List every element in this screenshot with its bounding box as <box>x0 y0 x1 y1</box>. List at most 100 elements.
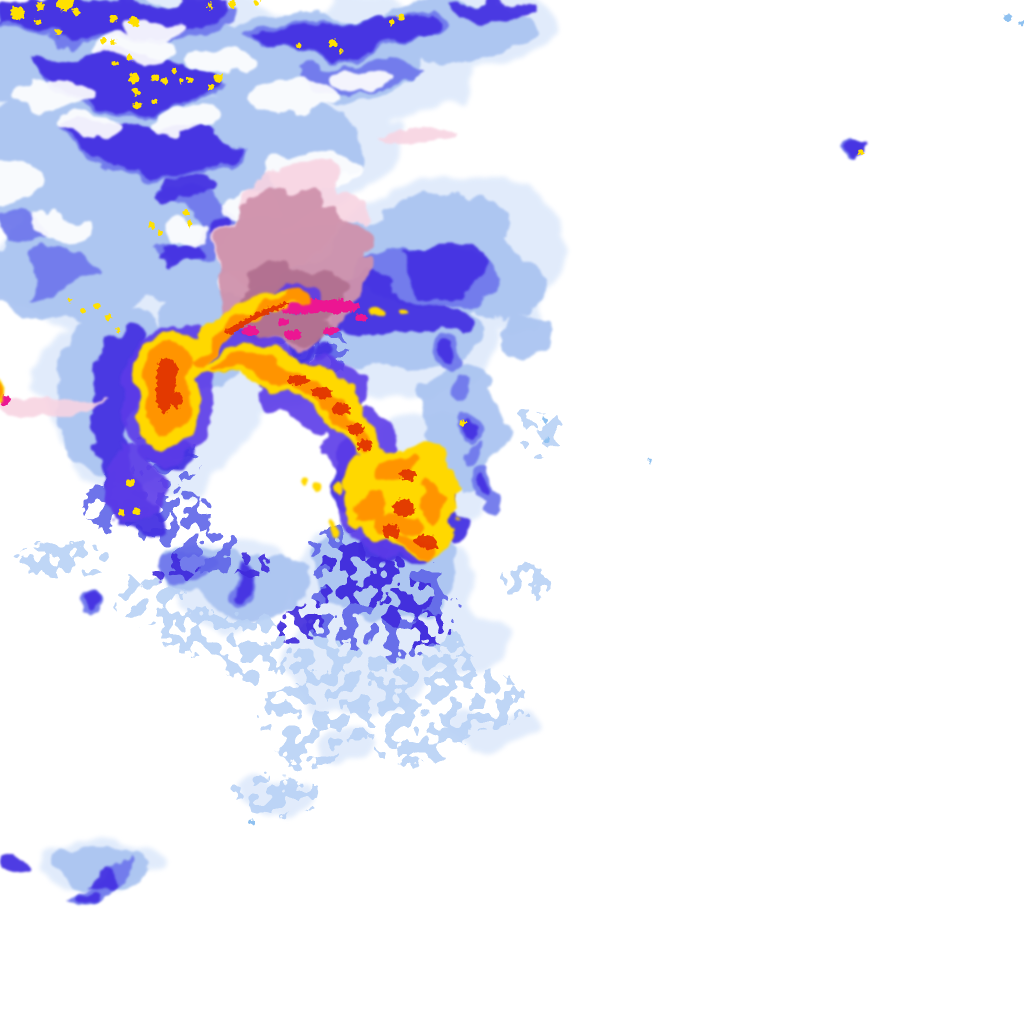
white-gaps-shape <box>242 79 338 115</box>
tiny-light-dots-shape <box>1018 20 1024 26</box>
yellow-dots-shape <box>157 230 163 236</box>
light-patchy-shape <box>370 715 470 765</box>
yellow-shape <box>363 304 381 316</box>
rose-shape <box>265 184 325 216</box>
tiny-light-dots-shape <box>542 417 548 423</box>
yellow-dots-shape <box>178 78 184 84</box>
yellow-dots-shape <box>253 0 259 6</box>
deep-patchy-shape <box>146 556 194 580</box>
tiny-light-dots-shape <box>1004 13 1012 21</box>
red-shape <box>288 375 308 385</box>
yellow-dots-shape <box>296 42 302 48</box>
yellow-dots-shape <box>55 29 61 35</box>
deep-blue-shape <box>82 592 104 610</box>
yellow-dots-shape <box>152 98 158 104</box>
pale-pink-shape <box>383 129 459 146</box>
red-shape <box>358 439 372 451</box>
pale-pink-shape <box>303 164 327 180</box>
yellow-dots-shape <box>72 8 80 16</box>
yellow-dots-shape <box>857 149 863 155</box>
light-patchy-shape <box>500 562 550 598</box>
yellow-dots-shape <box>207 3 213 9</box>
yellow-dots-shape <box>133 507 141 515</box>
yellow-dots-shape <box>389 19 395 25</box>
magenta-shape <box>243 326 259 336</box>
orange-shape <box>0 381 6 397</box>
rose-shape <box>332 226 372 254</box>
light-blue-shape <box>52 845 148 885</box>
light-patchy-shape <box>415 665 525 735</box>
deep-blue-shape <box>398 248 487 292</box>
yellow-dots-shape <box>57 0 73 11</box>
yellow-dots-shape <box>67 297 73 303</box>
light-patchy-shape <box>160 605 240 655</box>
yellow-shape <box>441 531 453 541</box>
deep-blue-shape <box>160 176 210 200</box>
dark-rose-shape <box>250 261 290 289</box>
yellow-shape <box>197 346 386 468</box>
yellow-shape <box>400 306 412 314</box>
deep-blue-shape <box>336 290 469 337</box>
yellow-dots-shape <box>112 61 118 67</box>
white-gaps-shape <box>155 106 225 134</box>
medium-blue-shape <box>25 246 98 295</box>
yellow-dots-shape <box>109 14 117 22</box>
medium-blue-shape <box>481 491 501 513</box>
deep-blue-shape <box>1 854 27 872</box>
orange-shape <box>417 489 447 523</box>
deep-blue-shape <box>448 516 468 544</box>
yellow-dots-shape <box>214 74 222 82</box>
white-gaps-shape <box>325 66 385 90</box>
orange-shape <box>287 295 307 307</box>
magenta-shape <box>284 330 302 340</box>
yellow-dots-shape <box>132 88 140 96</box>
yellow-dots-shape <box>110 39 116 45</box>
yellow-shape <box>340 485 354 497</box>
red-shape <box>170 392 182 408</box>
yellow-dots-shape <box>459 419 467 427</box>
red-shape <box>224 301 289 334</box>
red-shape <box>382 524 400 538</box>
yellow-dots-shape <box>115 327 121 333</box>
yellow-dots-shape <box>397 14 405 22</box>
yellow-dots-shape <box>118 509 126 517</box>
white-gaps-shape <box>0 163 45 207</box>
yellow-dots-shape <box>80 308 86 314</box>
medium-blue-shape <box>465 440 481 464</box>
yellow-dots-shape <box>162 78 168 84</box>
yellow-dots-shape <box>35 19 41 25</box>
yellow-dots-shape <box>187 77 193 83</box>
light-patchy-shape <box>275 732 345 768</box>
yellow-dots-shape <box>187 220 193 226</box>
deep-blue-shape <box>477 472 491 494</box>
tiny-light-dots-shape <box>249 819 255 825</box>
yellow-dots-shape <box>149 222 155 228</box>
red-shape <box>332 403 350 415</box>
light-blue-shape <box>500 315 550 355</box>
deep-patchy-shape <box>278 606 322 638</box>
light-patchy-shape <box>15 542 105 578</box>
yellow-dots-shape <box>36 2 44 10</box>
red-shape <box>312 387 332 399</box>
orange-shape <box>360 494 386 524</box>
white-gaps-shape <box>120 20 180 40</box>
deep-patchy-shape <box>408 615 452 645</box>
layer-red <box>156 301 438 550</box>
layer-tiny-light-dots <box>249 13 1024 825</box>
yellow-dots-shape <box>100 38 106 44</box>
pale-pink-shape <box>0 392 102 418</box>
deep-blue-shape <box>409 16 441 32</box>
magenta-shape <box>355 314 367 322</box>
rose-shape <box>344 258 376 282</box>
red-shape <box>400 469 416 481</box>
deep-blue-shape <box>77 888 95 900</box>
deep-blue-shape <box>84 870 116 888</box>
yellow-dots-shape <box>94 303 100 309</box>
deep-blue-shape <box>438 343 456 365</box>
yellow-dots-shape <box>126 479 134 487</box>
yellow-dots-shape <box>329 39 337 47</box>
yellow-dots-shape <box>208 84 214 90</box>
red-shape <box>348 423 364 435</box>
yellow-dots-shape <box>228 1 236 9</box>
